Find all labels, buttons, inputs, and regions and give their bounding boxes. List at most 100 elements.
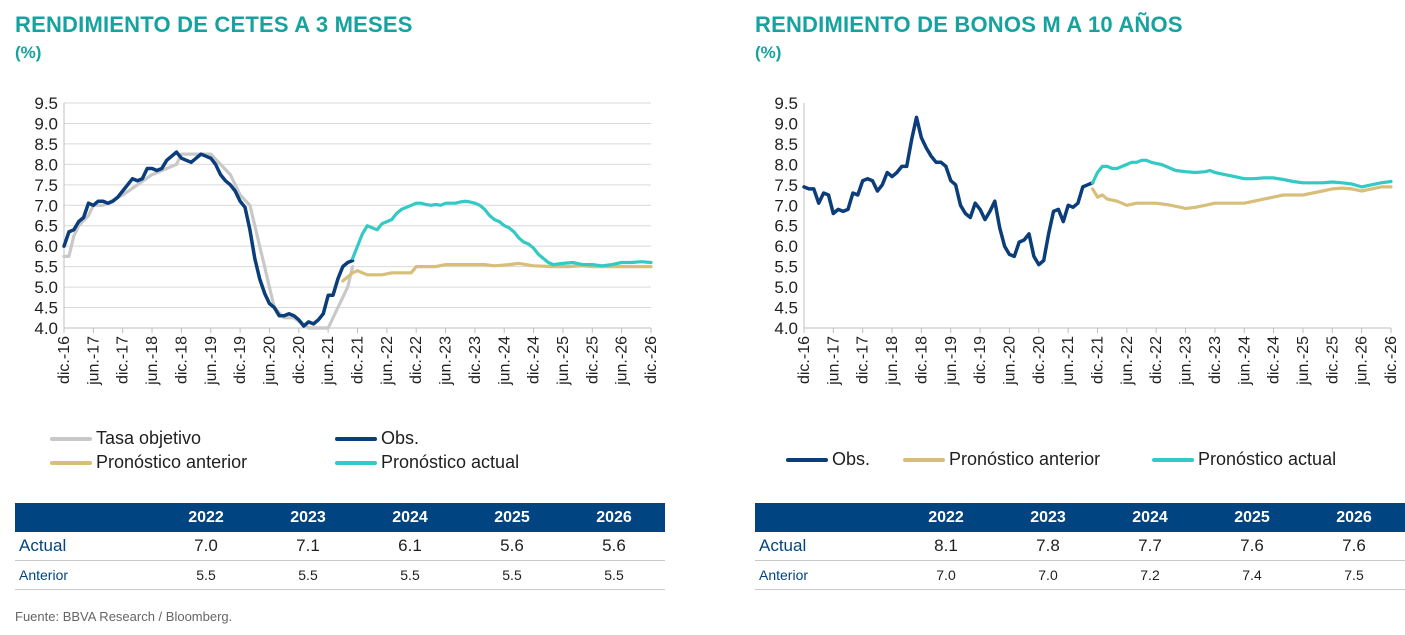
y-tick-label: 6.0	[774, 237, 798, 256]
table-cell: 7.0	[895, 560, 997, 590]
table-row-label: Anterior	[755, 560, 895, 590]
x-tick-label: jun.-20	[261, 336, 278, 386]
series-line-act	[1091, 158, 1393, 189]
y-tick-label: 9.5	[774, 94, 798, 113]
table-header-cell: 2024	[359, 503, 461, 532]
x-tick-label: dic.-23	[1207, 336, 1224, 384]
table-cell: 8.1	[895, 532, 997, 561]
table-header-cell	[15, 503, 155, 532]
y-tick-label: 5.0	[774, 278, 798, 297]
y-tick-label: 7.0	[774, 196, 798, 215]
x-tick-label: jun.-17	[825, 336, 842, 386]
x-tick-label: dic.-22	[408, 336, 425, 384]
table-header-cell: 2026	[1303, 503, 1405, 532]
x-tick-label: jun.-19	[203, 336, 220, 386]
x-tick-label: jun.-22	[1119, 336, 1136, 386]
x-tick-label: jun.-21	[320, 336, 337, 386]
legend-item-pronostico-actual: Pronóstico actual	[335, 452, 519, 473]
table-cell: 5.5	[155, 560, 257, 590]
x-tick-label: jun.-26	[614, 336, 631, 386]
legend-swatch-ant	[50, 460, 92, 465]
x-tick-label: jun.-26	[1354, 336, 1371, 386]
table-cell: 7.4	[1201, 560, 1303, 590]
table-cell: 5.6	[461, 532, 563, 561]
x-tick-label: dic.-17	[855, 336, 872, 384]
y-tick-label: 6.5	[34, 217, 58, 236]
x-tick-label: dic.-16	[796, 336, 813, 384]
y-tick-label: 9.0	[774, 114, 798, 133]
x-tick-label: jun.-19	[943, 336, 960, 386]
y-tick-label: 4.0	[34, 319, 58, 338]
x-tick-label: dic.-17	[115, 336, 132, 384]
y-tick-label: 7.0	[34, 196, 58, 215]
table-cell: 7.6	[1201, 532, 1303, 561]
table-row-label: Actual	[755, 532, 895, 561]
table-header-cell: 2026	[563, 503, 665, 532]
y-tick-label: 4.5	[34, 299, 58, 318]
table-header-cell	[755, 503, 895, 532]
y-tick-label: 6.5	[774, 217, 798, 236]
series-line-obs	[62, 150, 355, 328]
legend-swatch-ant	[903, 457, 945, 462]
x-tick-label: dic.-24	[526, 336, 543, 384]
forecast-table: 2022 2023 2024 2025 2026 Actual 7.0 7.1 …	[15, 503, 665, 590]
x-tick-label: dic.-21	[1090, 336, 1107, 384]
x-tick-label: jun.-18	[884, 336, 901, 386]
y-tick-label: 5.5	[34, 258, 58, 277]
chart-title: RENDIMIENTO DE CETES A 3 MESES	[15, 12, 413, 37]
y-tick-label: 4.0	[774, 319, 798, 338]
legend-label: Tasa objetivo	[96, 428, 202, 448]
legend-label: Obs.	[381, 428, 420, 448]
legend-label: Pronóstico actual	[381, 452, 520, 472]
legend-label: Pronóstico anterior	[949, 449, 1101, 469]
legend-label: Pronóstico actual	[1198, 449, 1337, 469]
y-tick-label: 8.5	[774, 135, 798, 154]
x-tick-label: dic.-23	[467, 336, 484, 384]
x-tick-label: dic.-26	[643, 336, 660, 384]
table-cell: 5.5	[359, 560, 461, 590]
table-row: Anterior 7.0 7.0 7.2 7.4 7.5	[755, 560, 1405, 590]
table-cell: 7.1	[257, 532, 359, 561]
y-tick-label: 4.5	[774, 299, 798, 318]
legend-item-tasa-objetivo: Tasa objetivo	[50, 428, 201, 449]
table-cell: 6.1	[359, 532, 461, 561]
x-tick-label: jun.-23	[1178, 336, 1195, 386]
y-tick-label: 8.0	[774, 155, 798, 174]
table-cell: 7.8	[997, 532, 1099, 561]
table-header-cell: 2022	[155, 503, 257, 532]
table-cell: 5.5	[563, 560, 665, 590]
table-header-cell: 2024	[1099, 503, 1201, 532]
chart-unit: (%)	[15, 43, 42, 62]
y-tick-label: 8.0	[34, 155, 58, 174]
x-tick-label: dic.-25	[1324, 336, 1341, 384]
table-header-cell: 2022	[895, 503, 997, 532]
table-header-row: 2022 2023 2024 2025 2026	[755, 503, 1405, 532]
series-line-ant	[341, 261, 653, 283]
table-header-row: 2022 2023 2024 2025 2026	[15, 503, 665, 532]
table-cell: 7.2	[1099, 560, 1201, 590]
legend-item-obs: Obs.	[786, 449, 870, 470]
y-tick-label: 9.5	[34, 94, 58, 113]
x-tick-label: dic.-21	[350, 336, 367, 384]
table-row: Actual 7.0 7.1 6.1 5.6 5.6	[15, 532, 665, 561]
legend-swatch-tasa	[50, 436, 92, 441]
legend-item-pronostico-anterior: Pronóstico anterior	[50, 452, 247, 473]
legend-swatch-act	[1152, 457, 1194, 462]
y-tick-label: 5.0	[34, 278, 58, 297]
table-row: Actual 8.1 7.8 7.7 7.6 7.6	[755, 532, 1405, 561]
x-tick-label: jun.-22	[379, 336, 396, 386]
table-header-cell: 2023	[997, 503, 1099, 532]
series-line-tasa	[62, 152, 355, 330]
series-line-act	[351, 199, 653, 268]
table-cell: 7.0	[997, 560, 1099, 590]
legend-item-pronostico-actual: Pronóstico actual	[1152, 449, 1336, 470]
x-tick-label: dic.-19	[232, 336, 249, 384]
x-tick-label: dic.-20	[1031, 336, 1048, 384]
x-tick-label: dic.-22	[1148, 336, 1165, 384]
x-tick-label: dic.-20	[291, 336, 308, 384]
x-tick-label: dic.-25	[584, 336, 601, 384]
x-tick-label: dic.-26	[1383, 336, 1400, 384]
x-tick-label: dic.-16	[56, 336, 73, 384]
table-cell: 7.5	[1303, 560, 1405, 590]
table-cell: 7.0	[155, 532, 257, 561]
